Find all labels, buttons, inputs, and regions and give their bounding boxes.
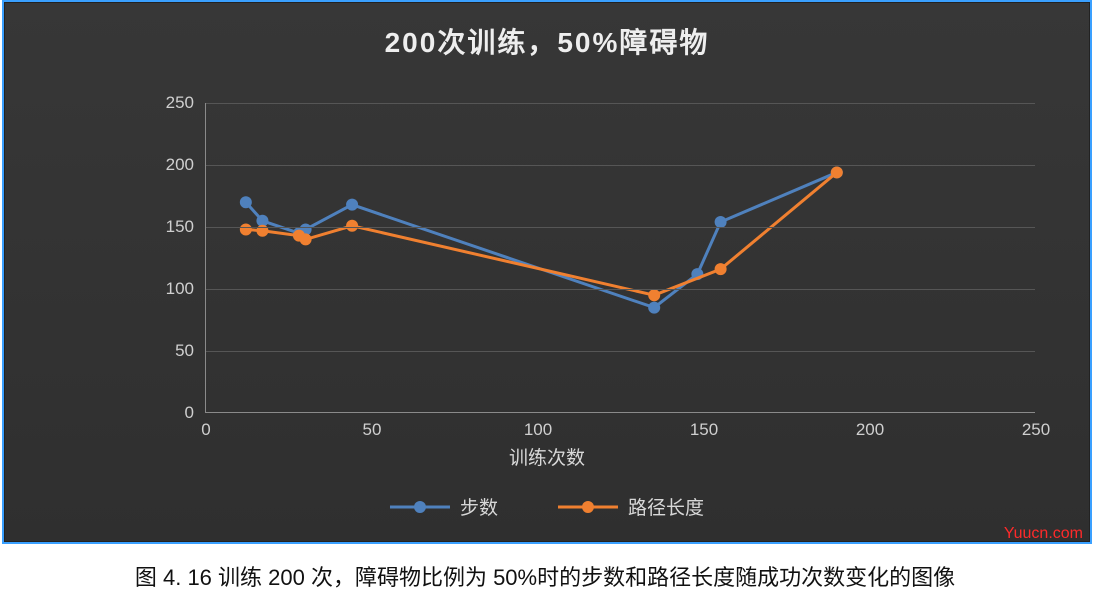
x-tick-label: 50 [363,420,382,440]
x-tick-label: 200 [856,420,884,440]
series-point [831,166,843,178]
legend-item: 路径长度 [558,493,704,520]
series-point [648,289,660,301]
x-axis-label: 训练次数 [509,443,585,470]
plot-svg [206,103,1036,413]
legend: 步数 路径长度 [390,493,704,520]
chart-title: 200次训练，50%障碍物 [5,3,1089,61]
x-tick-label: 100 [524,420,552,440]
series-point [346,199,358,211]
plot-area: 050100150200250050100150200250 [205,103,1035,413]
x-tick-label: 150 [690,420,718,440]
gridline [206,165,1035,166]
series-point [240,223,252,235]
y-tick-label: 150 [166,217,194,237]
series-point [240,196,252,208]
y-tick-label: 50 [175,341,194,361]
legend-item: 步数 [390,493,498,520]
watermark-text: Yuucn.com [1004,525,1083,543]
x-tick-label: 250 [1022,420,1050,440]
gridline [206,289,1035,290]
y-tick-label: 200 [166,155,194,175]
series-line [246,172,837,295]
legend-swatch [390,497,450,517]
y-tick-label: 250 [166,93,194,113]
gridline [206,351,1035,352]
legend-swatch [558,497,618,517]
legend-label: 步数 [460,493,498,520]
series-point [346,220,358,232]
y-tick-label: 100 [166,279,194,299]
figure-caption: 图 4. 16 训练 200 次，障碍物比例为 50%时的步数和路径长度随成功次… [0,544,1090,600]
x-tick-label: 0 [201,420,210,440]
legend-label: 路径长度 [628,493,704,520]
selection-frame: 200次训练，50%障碍物 05010015020025005010015020… [2,0,1092,544]
series-line [246,172,837,307]
chart-card: 200次训练，50%障碍物 05010015020025005010015020… [4,2,1090,542]
y-tick-label: 0 [185,403,194,423]
series-point [648,302,660,314]
gridline [206,103,1035,104]
gridline [206,227,1035,228]
series-point [300,233,312,245]
series-point [715,263,727,275]
